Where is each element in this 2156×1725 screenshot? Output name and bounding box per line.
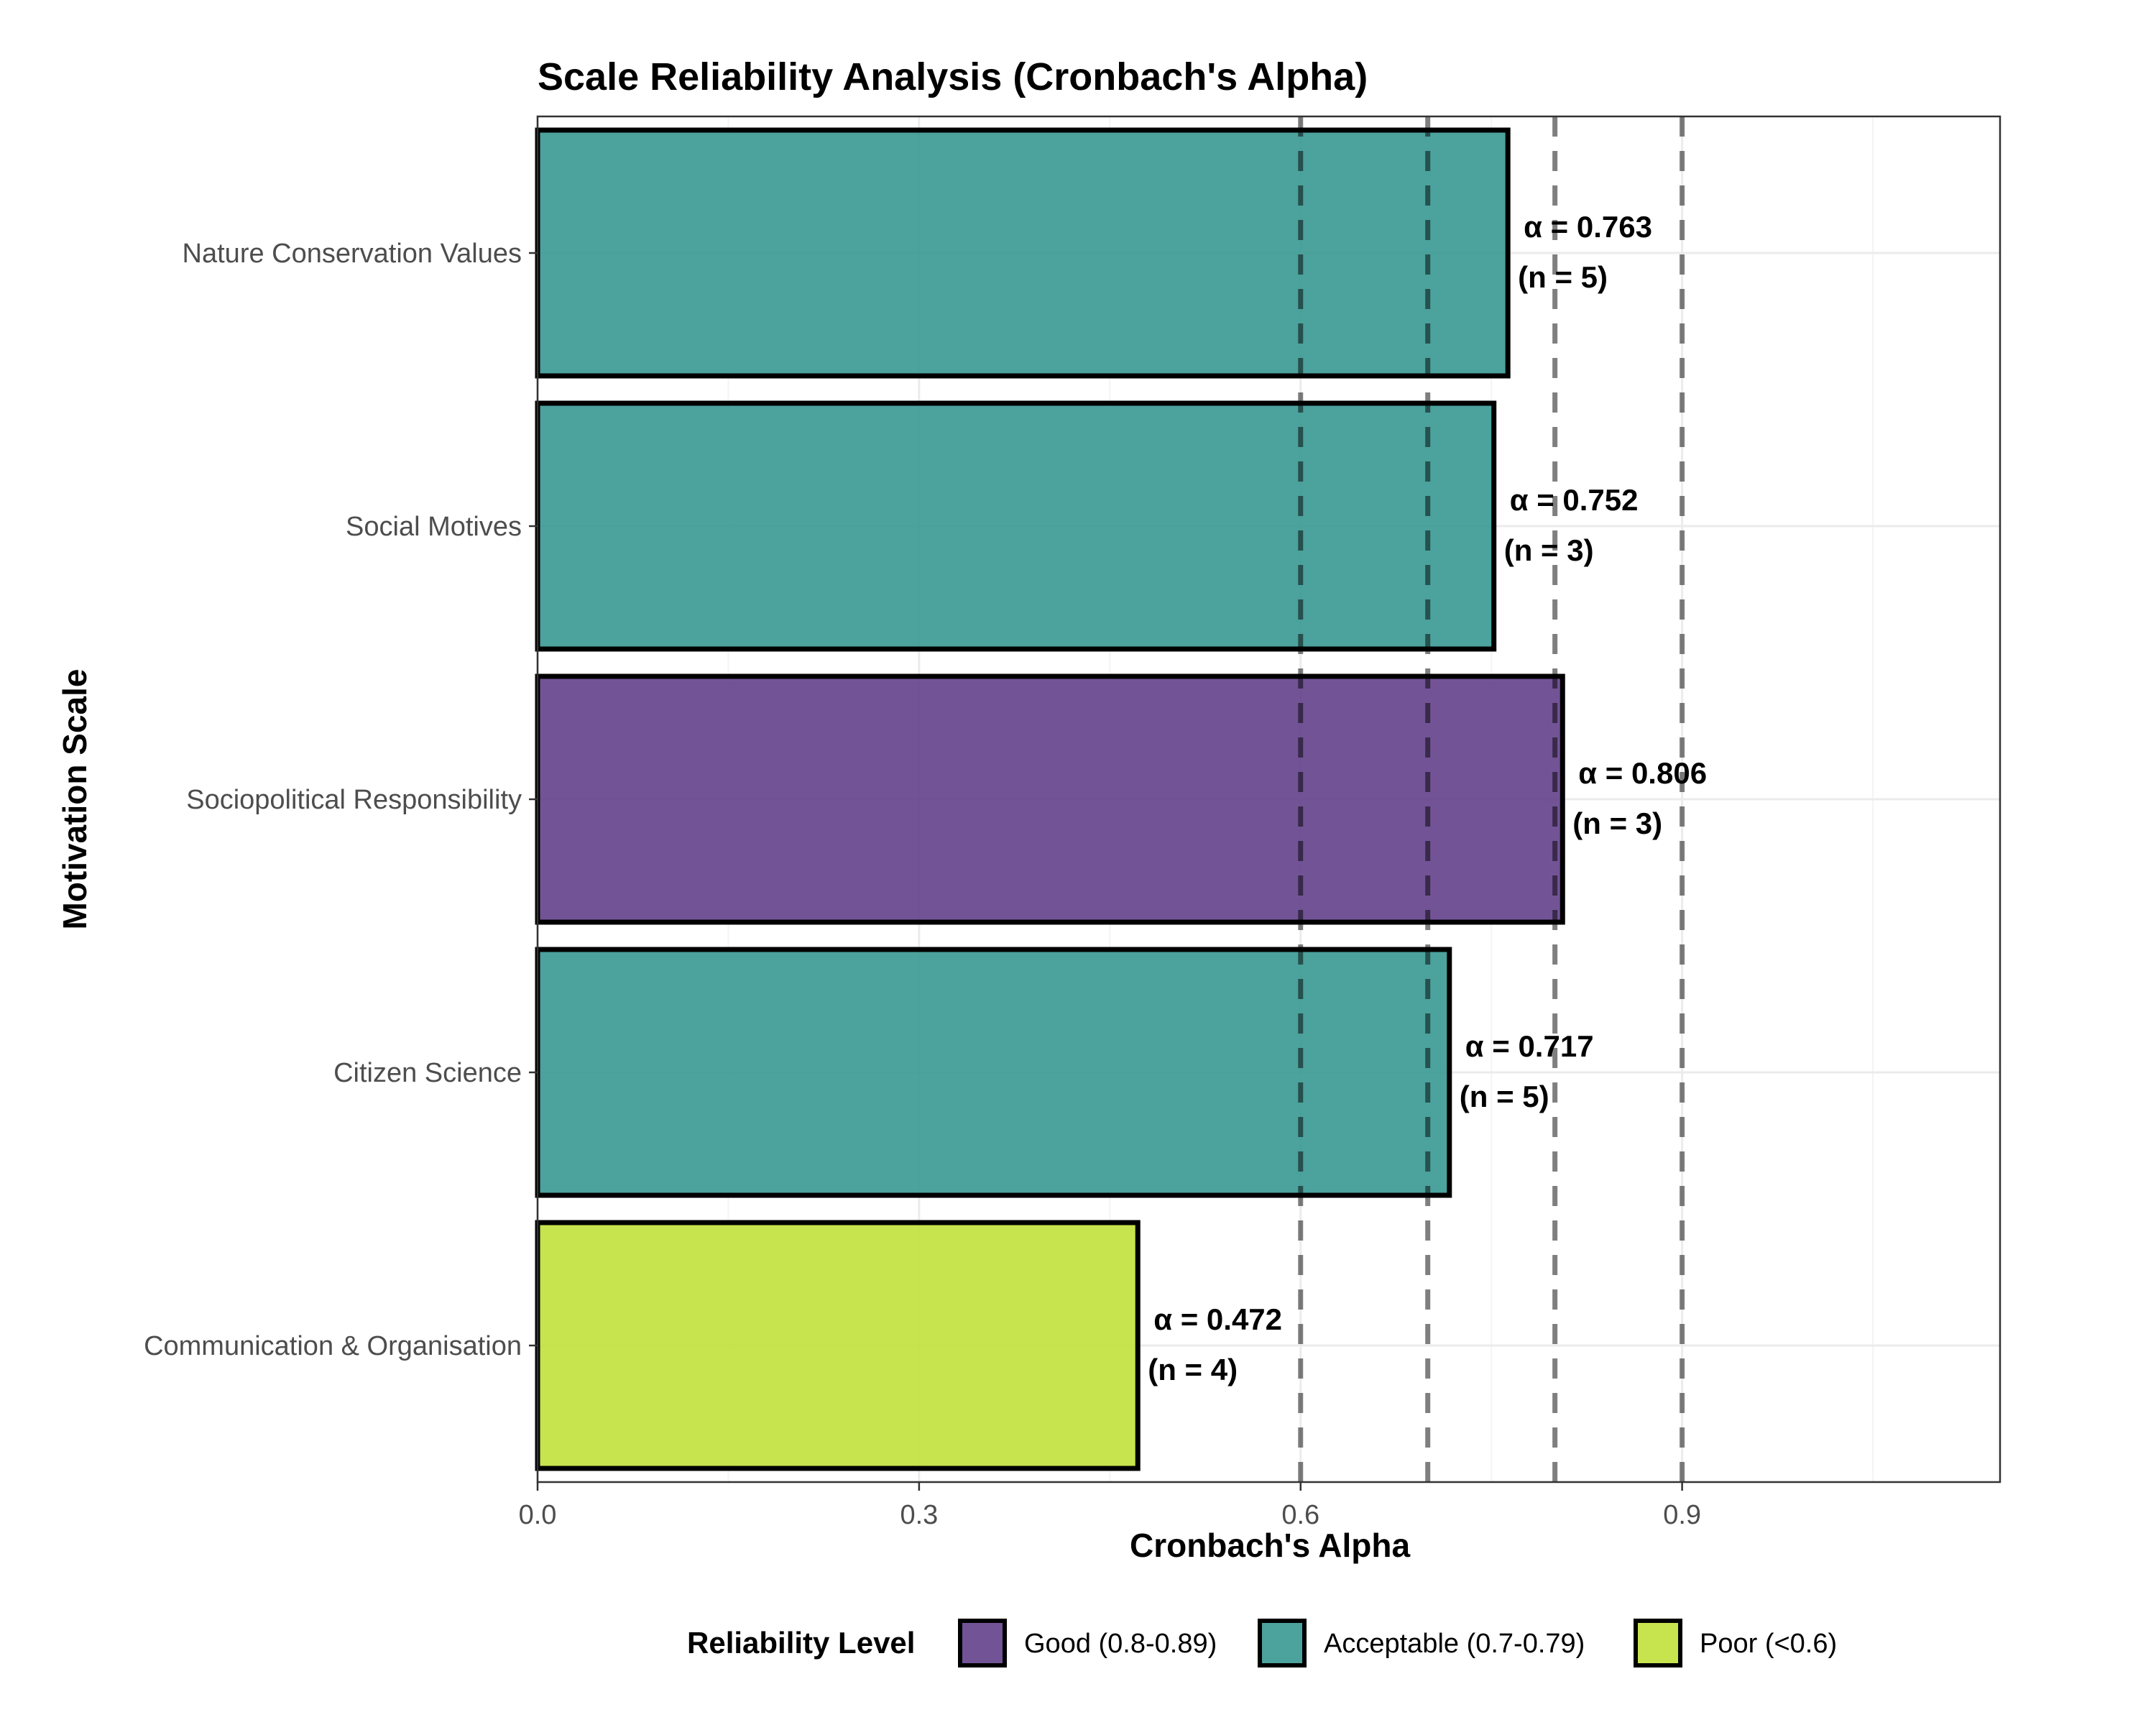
bar-4 xyxy=(535,947,1452,1198)
y-tick-label: Social Motives xyxy=(346,512,522,542)
bar-value-label: α = 0.763 xyxy=(1524,210,1652,244)
legend-title: Reliability Level xyxy=(687,1626,915,1660)
chart-title: Scale Reliability Analysis (Cronbach's A… xyxy=(538,55,1368,98)
bars-layer xyxy=(535,127,1565,1471)
y-tick-label: Sociopolitical Responsibility xyxy=(186,785,522,815)
bar-value-label: α = 0.752 xyxy=(1510,483,1639,517)
bar-value-label: α = 0.806 xyxy=(1578,756,1707,790)
y-axis-title: Motivation Scale xyxy=(56,669,93,930)
bar-n-label: (n = 4) xyxy=(1148,1353,1238,1386)
legend-key-1 xyxy=(958,1619,1007,1668)
x-tick-label: 0.0 xyxy=(519,1500,557,1530)
y-tick-label: Communication & Organisation xyxy=(144,1331,522,1361)
x-tick-label: 0.9 xyxy=(1663,1500,1701,1530)
bar-n-label: (n = 3) xyxy=(1572,806,1662,840)
bar-labels-layer: α = 0.763 (n = 5) α = 0.752 (n = 3) α = 0.80… xyxy=(1148,210,1707,1386)
bar-2 xyxy=(535,400,1497,652)
legend-label-2: Acceptable (0.7-0.79) xyxy=(1324,1629,1585,1659)
bar-5 xyxy=(535,1220,1141,1471)
bar-n-label: (n = 5) xyxy=(1460,1080,1549,1113)
bar-3 xyxy=(535,673,1565,925)
y-tick-label: Nature Conservation Values xyxy=(183,239,522,269)
bar-n-label: (n = 5) xyxy=(1518,260,1608,294)
legend-key-2 xyxy=(1258,1619,1307,1668)
x-tick-label: 0.6 xyxy=(1281,1500,1319,1530)
axes-layer: 0.0 0.3 0.6 0.9 Nature Conservation Values So… xyxy=(144,115,2001,1530)
bar-n-label: (n = 3) xyxy=(1504,533,1594,567)
legend-label-3: Poor (<0.6) xyxy=(1700,1629,1837,1659)
bar-value-label: α = 0.717 xyxy=(1465,1029,1594,1063)
y-tick-label: Citizen Science xyxy=(333,1058,522,1088)
bar-1 xyxy=(535,127,1511,379)
legend-key-3 xyxy=(1634,1619,1682,1668)
x-axis-title: Cronbach's Alpha xyxy=(1130,1527,1410,1564)
x-tick-label: 0.3 xyxy=(900,1500,938,1530)
bar-value-label: α = 0.472 xyxy=(1153,1302,1282,1336)
legend: Reliability Level Good (0.8-0.89) Acceptab… xyxy=(687,1619,1837,1668)
legend-label-1: Good (0.8-0.89) xyxy=(1024,1629,1217,1659)
